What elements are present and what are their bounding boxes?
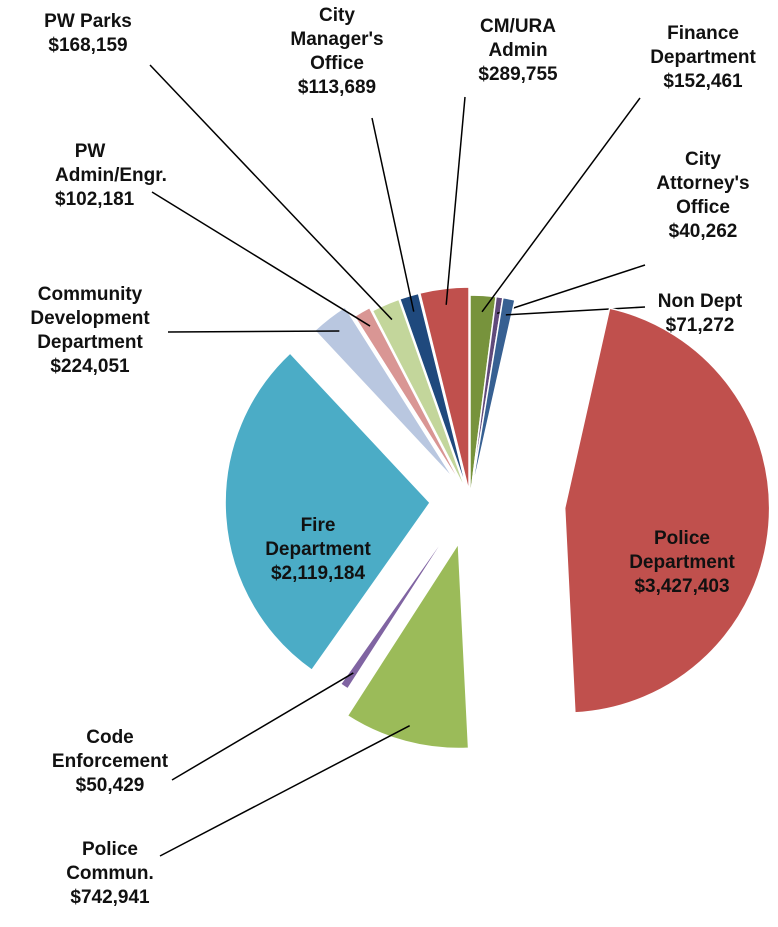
slice-label: CM/URA Admin $289,755	[468, 15, 568, 87]
pie-slice	[371, 298, 468, 494]
value-label: $71,272	[665, 315, 735, 336]
value-label: $289,755	[478, 64, 558, 85]
leader-line	[159, 725, 411, 857]
category-name: Non Dept	[657, 291, 743, 312]
category-name: Code Enforcement	[51, 727, 169, 772]
category-name: Fire Department	[265, 515, 371, 560]
category-name: Police Commun.	[66, 839, 154, 884]
value-label: $113,689	[297, 77, 377, 98]
category-name: PW Parks	[44, 11, 132, 32]
leader-line	[505, 306, 646, 316]
pie-slice	[563, 307, 771, 714]
slice-label: City Attorney's Office $40,262	[648, 148, 758, 244]
slice-label: Non Dept $71,272	[620, 290, 778, 338]
category-name: Finance Department	[650, 23, 756, 68]
value-label: $50,429	[75, 775, 145, 796]
value-label: $2,119,184	[270, 563, 366, 584]
value-label: $152,461	[663, 71, 743, 92]
leader-line	[149, 64, 393, 321]
category-name: Community Development Department	[30, 284, 150, 353]
slice-label: Fire Department $2,119,184	[248, 514, 388, 586]
value-label: $168,159	[48, 35, 128, 56]
value-label: $224,051	[50, 356, 130, 377]
slice-label: City Manager's Office $113,689	[282, 4, 392, 100]
pie-slice	[224, 351, 432, 672]
slice-label: Police Department $3,427,403	[607, 527, 757, 599]
category-name: City Manager's Office	[290, 5, 384, 74]
pie-slice	[346, 541, 470, 750]
value-label: $102,181	[55, 189, 135, 210]
category-name: CM/URA Admin	[480, 16, 556, 61]
pie-slice	[418, 286, 470, 493]
slice-label: PW Parks $168,159	[0, 10, 188, 58]
leader-line	[445, 96, 466, 305]
category-name: City Attorney's Office	[656, 149, 750, 218]
slice-label: Community Development Department $224,051	[8, 283, 173, 379]
leader-line	[171, 672, 354, 781]
pie-slice	[398, 292, 469, 493]
leader-line	[151, 191, 371, 327]
value-label: $40,262	[668, 221, 738, 242]
value-label: $742,941	[70, 887, 150, 908]
category-name: Police Department	[629, 528, 735, 573]
slice-label: PW Admin/Engr. $102,181	[55, 140, 167, 212]
slice-label: Code Enforcement $50,429	[40, 726, 180, 798]
slice-label: Police Commun. $742,941	[55, 838, 165, 910]
slice-label: Finance Department $152,461	[628, 22, 778, 94]
leader-line	[481, 97, 641, 313]
leader-line	[167, 330, 340, 333]
category-name: PW Admin/Engr.	[55, 141, 167, 186]
leader-line	[371, 117, 415, 312]
value-label: $3,427,403	[634, 576, 730, 597]
leader-line	[496, 264, 646, 315]
pie-slice	[469, 296, 516, 501]
pie-slice	[339, 516, 460, 690]
